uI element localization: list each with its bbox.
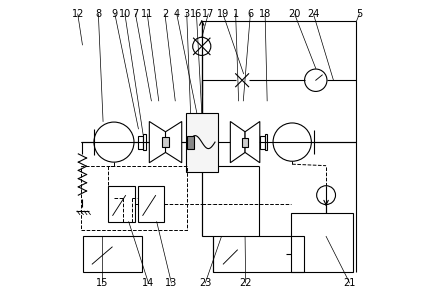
Bar [162,137,169,147]
Polygon shape [245,121,260,163]
Text: 5: 5 [356,9,362,19]
Polygon shape [230,121,245,163]
Bar [186,113,218,172]
Text: 22: 22 [239,278,252,288]
Text: 18: 18 [259,9,271,19]
Text: 23: 23 [199,278,211,288]
Text: 9: 9 [112,9,118,19]
Text: 6: 6 [247,9,253,19]
Bar [213,237,304,272]
Bar [260,136,264,149]
Bar [143,134,146,150]
Text: 19: 19 [217,9,229,19]
Text: 16: 16 [190,9,202,19]
Bar [242,138,248,147]
Text: 7: 7 [132,9,139,19]
Text: 10: 10 [119,9,131,19]
Bar [137,186,164,222]
Text: 21: 21 [343,278,356,288]
Text: 2: 2 [162,9,168,19]
Text: 12: 12 [71,9,84,19]
Bar [81,166,187,231]
Text: 11: 11 [141,9,153,19]
Bar [187,136,194,149]
Text: 20: 20 [288,9,301,19]
Text: 14: 14 [142,278,155,288]
Bar [264,134,268,150]
Polygon shape [166,121,182,163]
Text: 3: 3 [184,9,190,19]
Text: 17: 17 [202,9,214,19]
Text: 4: 4 [174,9,180,19]
Bar [138,136,143,149]
Text: 8: 8 [95,9,101,19]
Text: 13: 13 [165,278,178,288]
Bar [291,213,353,272]
Bar [108,186,135,222]
Text: 15: 15 [96,278,109,288]
Text: 24: 24 [307,9,319,19]
Polygon shape [149,121,166,163]
Bar [83,237,142,272]
Text: 1: 1 [233,9,239,19]
